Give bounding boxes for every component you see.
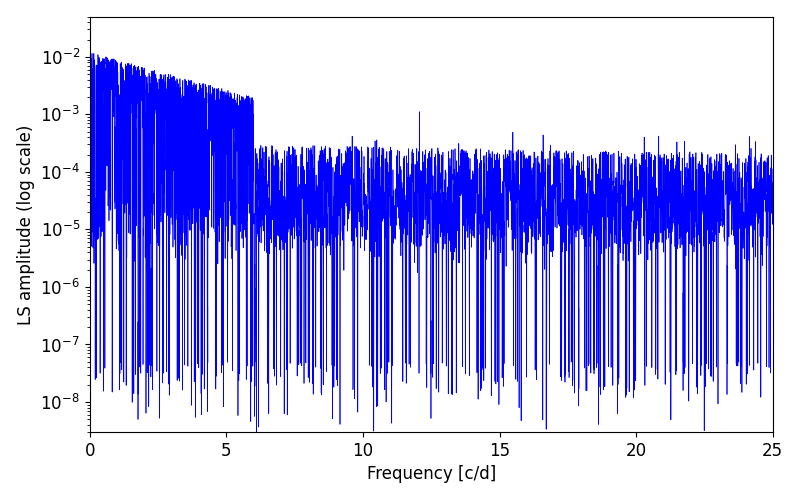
X-axis label: Frequency [c/d]: Frequency [c/d] xyxy=(366,466,496,483)
Y-axis label: LS amplitude (log scale): LS amplitude (log scale) xyxy=(17,124,34,324)
